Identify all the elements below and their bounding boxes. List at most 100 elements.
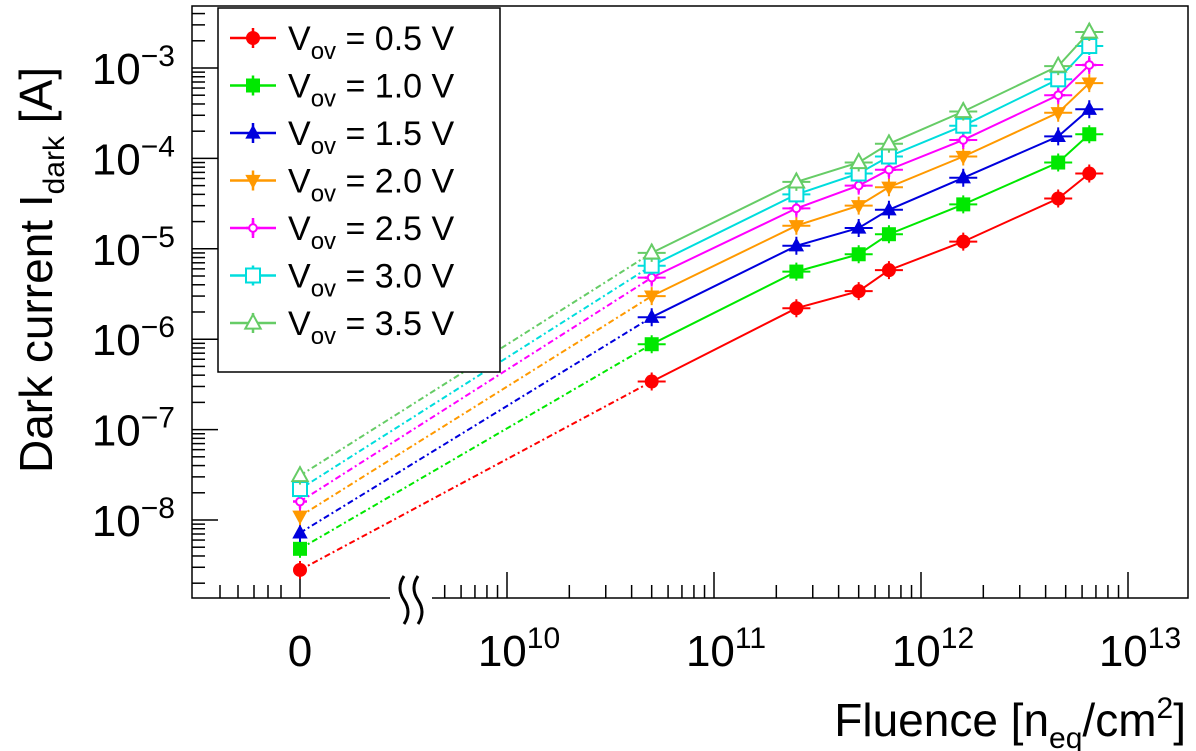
data-point <box>789 201 804 216</box>
data-point <box>643 308 660 323</box>
data-point <box>879 133 899 151</box>
data-point <box>644 374 659 389</box>
series-5 <box>293 55 1104 511</box>
data-point <box>1082 57 1097 72</box>
series-dashed-line <box>299 295 653 518</box>
y-axis-title: Dark current Idark [A] <box>10 67 71 473</box>
legend-marker <box>245 124 261 139</box>
series-7 <box>290 21 1104 485</box>
data-point <box>956 197 971 212</box>
data-point <box>881 227 896 242</box>
data-point <box>1051 155 1066 170</box>
x-tick-label: 1010 <box>478 622 560 676</box>
series-dashed-line <box>299 380 653 571</box>
y-tick-label: 10−7 <box>92 402 175 456</box>
data-point <box>292 524 308 539</box>
data-point <box>788 220 805 235</box>
legend-entry: Vov = 2.0 V <box>230 163 455 208</box>
plot-frame <box>191 5 1189 599</box>
data-point <box>955 117 972 134</box>
legend-entry: Vov = 3.5 V <box>230 305 455 350</box>
data-point <box>292 510 308 525</box>
x-tick-label: 1011 <box>686 622 766 676</box>
data-point <box>849 152 869 170</box>
axis-break-gap <box>390 586 432 610</box>
legend-label: Vov = 0.5 V <box>288 20 455 65</box>
data-point <box>1079 21 1099 39</box>
series-dashed-line <box>299 252 653 477</box>
data-point <box>789 264 804 279</box>
data-point <box>642 242 662 260</box>
data-point <box>1051 191 1066 206</box>
axis-break-mark <box>390 575 432 625</box>
data-point <box>881 181 897 196</box>
data-point <box>1050 107 1066 122</box>
legend-label: Vov = 3.0 V <box>288 258 455 303</box>
x-tick-label: 0 <box>288 627 312 676</box>
data-point <box>851 247 866 262</box>
legend-marker <box>246 221 260 235</box>
data-point <box>1050 128 1066 143</box>
series-6 <box>292 37 1104 499</box>
legend-label: Vov = 3.5 V <box>288 305 455 350</box>
data-point <box>1048 55 1068 73</box>
axis-ticks <box>192 12 1129 598</box>
series-layer <box>290 21 1104 579</box>
legend-entry: Vov = 1.0 V <box>230 68 455 113</box>
data-point <box>955 169 971 184</box>
data-point <box>788 237 805 252</box>
legend-marker <box>245 267 261 284</box>
data-point <box>1082 127 1097 142</box>
y-tick-label: 10−3 <box>92 40 175 94</box>
series-line <box>651 82 1090 297</box>
data-point <box>956 132 971 147</box>
data-point <box>1051 88 1066 103</box>
data-point <box>293 562 307 577</box>
data-point <box>881 201 897 216</box>
legend-marker <box>246 78 260 93</box>
legend-label: Vov = 1.5 V <box>288 115 455 160</box>
data-point <box>293 541 307 556</box>
series-2 <box>293 125 1104 558</box>
data-point <box>881 263 896 278</box>
legend-label: Vov = 2.5 V <box>288 210 455 255</box>
series-dashed-line <box>299 316 653 534</box>
data-point <box>881 162 896 177</box>
data-point <box>789 301 804 316</box>
y-tick-label: 10−6 <box>92 311 175 365</box>
tick-labels: 10−8 10−7 10−6 10−5 10−4 10−3 0 1010 1011 1012 101… <box>92 40 1181 676</box>
legend-entry: Vov = 1.5 V <box>230 115 455 160</box>
legend-entry: Vov = 0.5 V <box>230 20 455 65</box>
legend-entry: Vov = 3.0 V <box>230 258 455 303</box>
legend-marker <box>245 174 261 189</box>
series-dashed-line <box>299 343 653 550</box>
series-3 <box>292 100 1104 542</box>
y-tick-label: 10−5 <box>92 221 175 275</box>
data-point <box>290 465 310 483</box>
legend-marker <box>246 31 260 45</box>
data-point <box>1081 77 1097 92</box>
legend-marker <box>243 312 263 330</box>
data-point <box>644 337 659 352</box>
legend-label: Vov = 2.0 V <box>288 163 455 208</box>
data-point <box>643 290 660 305</box>
data-point <box>955 150 971 165</box>
data-point <box>786 171 806 189</box>
data-point <box>850 200 867 215</box>
data-point <box>850 219 867 234</box>
axis-break-line <box>398 575 410 625</box>
x-tick-label: 1013 <box>1099 622 1181 676</box>
data-point <box>1081 38 1098 55</box>
axis-break-line <box>412 575 424 625</box>
series-1 <box>293 164 1104 579</box>
y-tick-label: 10−4 <box>92 130 175 184</box>
x-tick-label: 1012 <box>892 622 974 676</box>
series-4 <box>292 74 1104 526</box>
x-axis-title: Fluence [neq/cm2] <box>834 692 1186 751</box>
data-point <box>956 234 971 249</box>
data-point <box>1081 100 1097 115</box>
y-tick-label: 10−8 <box>92 492 175 546</box>
series-line <box>651 133 1090 346</box>
